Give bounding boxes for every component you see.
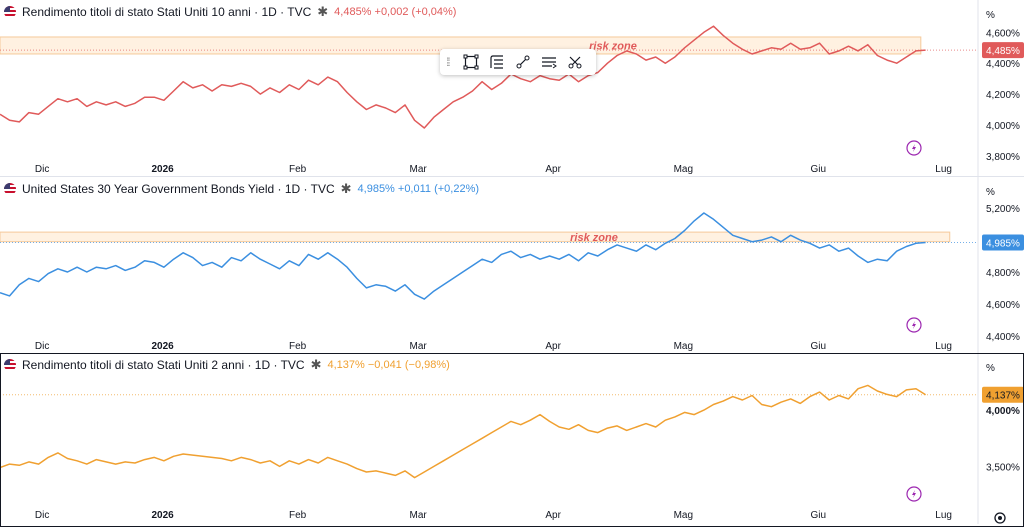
x-tick-label: Dic <box>35 164 49 175</box>
x-tick-label: Dic <box>35 341 49 352</box>
risk-zone-label: risk zone <box>589 40 637 52</box>
us-flag-icon <box>4 183 16 195</box>
x-tick-label: Feb <box>289 341 307 352</box>
x-tick-label: Feb <box>289 164 307 175</box>
x-tick-label: Dic <box>35 510 49 521</box>
y-tick-label: 4,600% <box>986 300 1020 311</box>
pane-divider[interactable] <box>0 176 1024 177</box>
lightning-glyph <box>912 321 916 329</box>
y-tick-label: 4,600% <box>986 28 1020 39</box>
y-tick-label: 4,000% <box>986 121 1020 132</box>
lightning-glyph <box>912 144 916 152</box>
settings-asterisk-icon[interactable]: ✱ <box>317 4 329 19</box>
last-value-badge-label: 4,137% <box>986 391 1020 402</box>
lightning-glyph <box>912 490 916 498</box>
series-title[interactable]: United States 30 Year Government Bonds Y… <box>22 182 335 196</box>
series-title[interactable]: Rendimento titoli di stato Stati Uniti 1… <box>22 5 312 19</box>
y-tick-label: 4,400% <box>986 332 1020 343</box>
series-line[interactable] <box>0 212 926 300</box>
settings-gear-icon[interactable] <box>994 512 1006 524</box>
x-tick-label: 2026 <box>152 164 175 175</box>
x-tick-label: Feb <box>289 510 307 521</box>
series-title[interactable]: Rendimento titoli di stato Stati Uniti 2… <box>22 358 305 372</box>
chart-pane-30y[interactable]: %risk zone5,200%5,000%4,800%4,600%4,400%… <box>0 177 1024 353</box>
y-tick-label: 4,400% <box>986 59 1020 70</box>
x-tick-label: Lug <box>935 164 952 175</box>
us-flag-icon <box>4 359 16 371</box>
risk-zone-rect[interactable] <box>0 231 951 243</box>
last-value-badge <box>982 386 1024 403</box>
settings-asterisk-icon[interactable]: ✱ <box>310 357 322 372</box>
settings-gear-center <box>998 516 1002 520</box>
legend-30y: United States 30 Year Government Bonds Y… <box>4 181 479 197</box>
settings-asterisk-icon[interactable]: ✱ <box>340 181 352 196</box>
series-line[interactable] <box>0 25 926 129</box>
more-tools-icon[interactable] <box>566 53 584 71</box>
drawing-toolbar: ⁞⁞ <box>440 49 596 75</box>
drag-handle-icon[interactable]: ⁞⁞ <box>446 55 451 69</box>
last-value-badge-label: 4,985% <box>986 238 1020 249</box>
chart-pane-2y[interactable]: % 4,000% 3,500% Dic 2026 Feb Mar Apr Mag Giu Lug 4,… <box>0 353 1024 528</box>
axis-unit-label: % <box>986 187 995 198</box>
rectangle-tool-icon[interactable] <box>462 53 480 71</box>
x-tick-label: 2026 <box>152 510 175 521</box>
x-tick-label: Apr <box>545 510 561 521</box>
last-value-badge <box>982 42 1024 59</box>
line-width-icon[interactable] <box>540 53 558 71</box>
legend-2y: Rendimento titoli di stato Stati Uniti 2… <box>4 357 450 373</box>
x-tick-label: Mar <box>410 341 428 352</box>
us-flag-icon <box>4 6 16 18</box>
y-tick-label: 5,200% <box>986 204 1020 215</box>
x-tick-label: Apr <box>545 341 561 352</box>
risk-zone-label: risk zone <box>570 232 618 244</box>
link-tool-icon[interactable] <box>514 53 532 71</box>
legend-10y: Rendimento titoli di stato Stati Uniti 1… <box>4 4 456 20</box>
x-tick-label: Mag <box>674 510 693 521</box>
line-style-icon[interactable] <box>488 53 506 71</box>
x-tick-label: Mar <box>410 510 428 521</box>
last-value-badge <box>982 234 1024 251</box>
axis-unit-label: % <box>986 10 995 21</box>
y-tick-label: 4,000% <box>986 406 1020 417</box>
y-tick-label: 3,800% <box>986 152 1020 163</box>
x-tick-label: Mag <box>674 341 693 352</box>
x-tick-label: Lug <box>935 341 952 352</box>
x-tick-label: 2026 <box>152 341 175 352</box>
chart-svg-30y[interactable]: %risk zone5,200%5,000%4,800%4,600%4,400%… <box>0 177 1024 353</box>
x-tick-label: Mag <box>674 164 693 175</box>
y-tick-label: 3,500% <box>986 462 1020 473</box>
x-tick-label: Giu <box>811 510 827 521</box>
x-tick-label: Giu <box>811 164 827 175</box>
y-tick-label: 4,200% <box>986 90 1020 101</box>
x-tick-label: Lug <box>935 510 952 521</box>
y-tick-label: 4,800% <box>986 268 1020 279</box>
series-change: 4,985% +0,011 (+0,22%) <box>357 183 480 195</box>
chart-svg-2y[interactable]: % 4,000% 3,500% Dic 2026 Feb Mar Apr Mag Giu Lug 4,… <box>0 353 1024 528</box>
chart-pane-10y[interactable]: % risk zone 4,600% 4,400% 4,200% 4,000% 3,800%… <box>0 0 1024 176</box>
chart-svg-10y[interactable]: % risk zone 4,600% 4,400% 4,200% 4,000% 3,800%… <box>0 0 1024 176</box>
last-value-badge-label: 4,485% <box>986 46 1020 57</box>
series-change: 4,485% +0,002 (+0,04%) <box>334 6 457 18</box>
axis-unit-label: % <box>986 363 995 374</box>
series-change: 4,137% −0,041 (−0,98%) <box>327 359 450 371</box>
x-tick-label: Mar <box>410 164 428 175</box>
x-tick-label: Giu <box>811 341 827 352</box>
series-line[interactable] <box>0 384 926 479</box>
x-tick-label: Apr <box>545 164 561 175</box>
